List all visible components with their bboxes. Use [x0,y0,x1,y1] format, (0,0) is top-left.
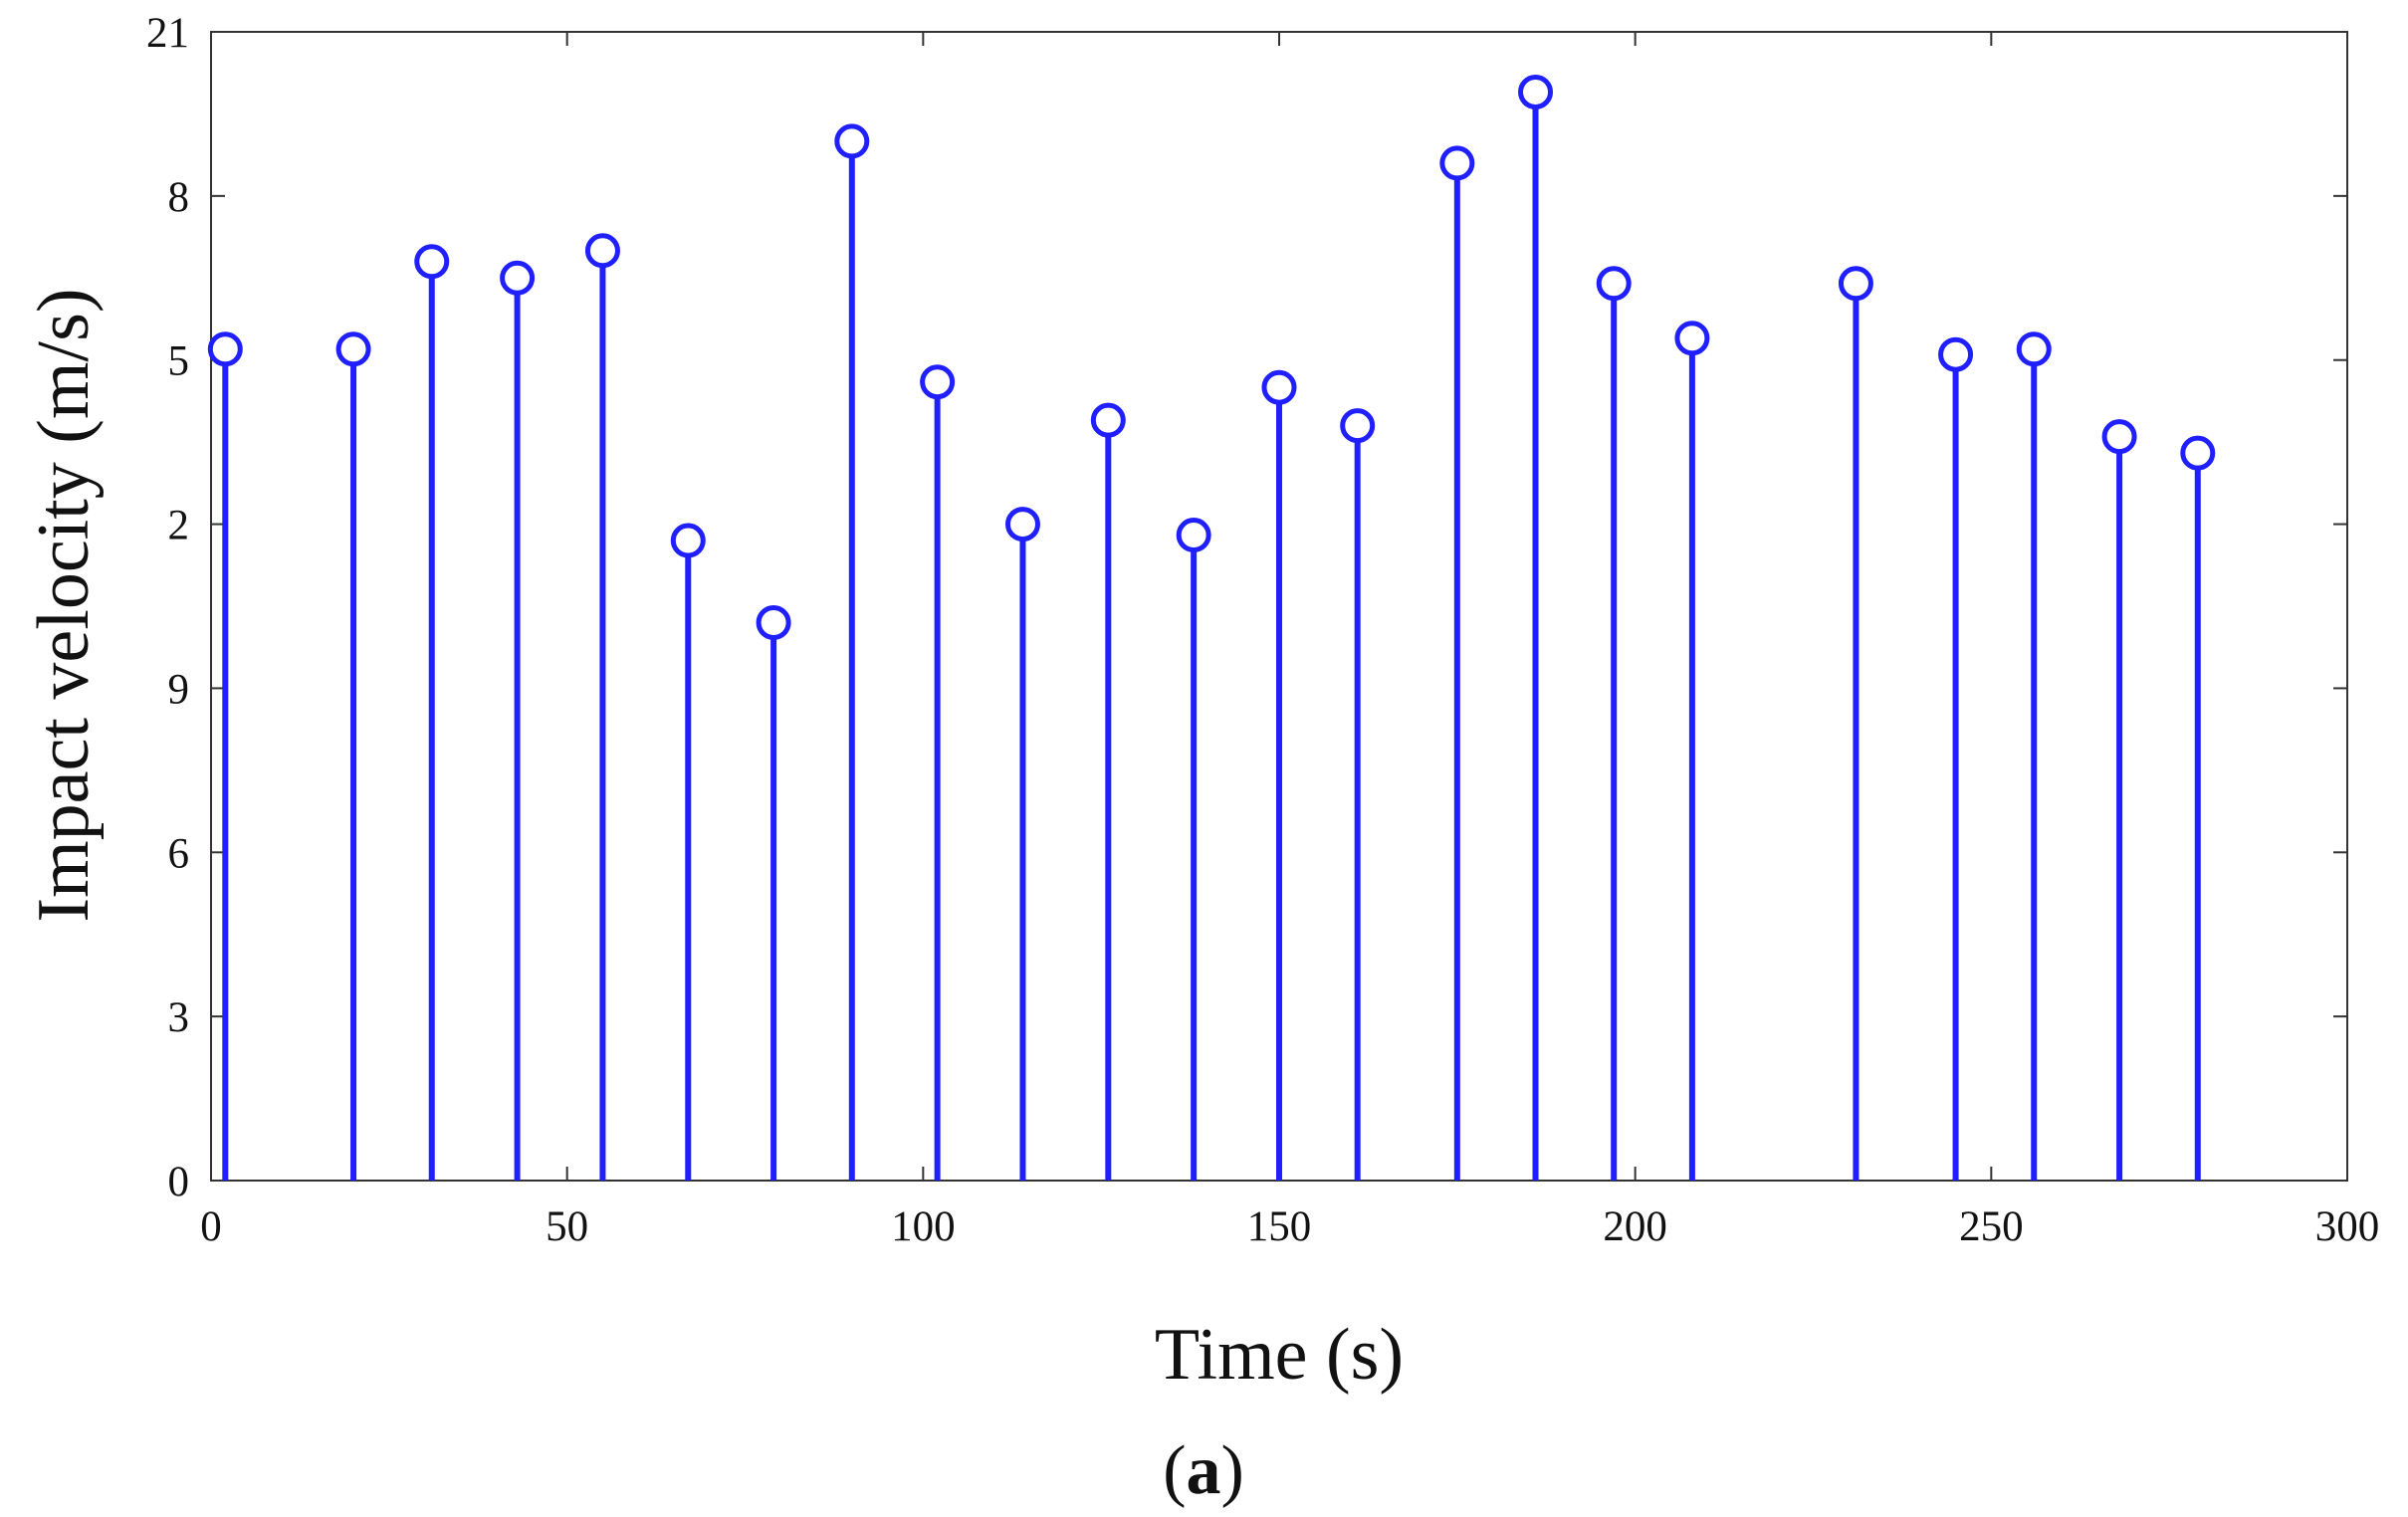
stem-point [2180,435,2216,1181]
stem-marker [1176,518,1211,553]
stem-marker [920,364,956,400]
stem-marker [207,331,243,367]
stem-marker [1090,402,1126,438]
stem-point [1090,402,1126,1181]
stem-marker [1340,408,1376,444]
stem-point [207,331,243,1181]
stem-point [920,364,956,1181]
y-tick-label: 2 [168,503,190,549]
stem-point [1004,507,1040,1181]
stem-marker [2180,435,2216,471]
stem-point [756,604,791,1181]
stem-marker [500,260,536,296]
x-ticks: 0 50 100 150 200 250 300 [200,32,2379,1250]
panel-label: (a) [1163,1432,1244,1509]
stem-point [1938,336,1974,1181]
stem-marker [1439,145,1475,181]
y-axis-title: Impact velocity (m/s) [23,288,105,922]
y-tick-label: 9 [168,666,190,713]
stem-point [500,260,536,1181]
x-axis-title: Time (s) [1155,1314,1404,1396]
stem-series [207,74,2216,1181]
stem-marker [670,523,706,558]
y-tick-label: 0 [168,1159,190,1205]
x-tick-label: 250 [1959,1203,2024,1250]
stem-marker [1518,74,1554,109]
panel-label-close: ) [1221,1432,1244,1509]
y-tick-label: 21 [146,10,189,57]
stem-point [834,123,870,1181]
stem-point [335,331,371,1181]
panel-label-letter: a [1187,1432,1221,1509]
y-tick-label: 3 [168,994,190,1041]
y-tick-label: 8 [168,174,190,221]
stem-point [2016,331,2052,1181]
stem-marker [1838,266,1873,302]
x-tick-label: 300 [2315,1203,2380,1250]
y-ticks: 0 3 6 9 2 5 8 21 [146,10,2347,1205]
stem-point [1176,518,1211,1181]
x-tick-label: 0 [200,1203,222,1250]
stem-point [584,233,620,1181]
x-tick-label: 100 [891,1203,956,1250]
x-tick-label: 50 [546,1203,588,1250]
stem-point [1439,145,1475,1181]
stem-marker [1596,266,1632,302]
stem-marker [834,123,870,159]
stem-point [1261,369,1297,1181]
stem-marker [2101,419,2137,455]
stem-marker [1938,336,1974,372]
y-tick-label: 6 [168,830,190,877]
stem-marker [414,244,450,280]
stem-marker [335,331,371,367]
stem-marker [1261,369,1297,405]
stem-point [1340,408,1376,1181]
stem-point [1596,266,1632,1181]
stem-point [414,244,450,1181]
y-tick-label: 5 [168,338,190,385]
x-tick-label: 200 [1603,1203,1667,1250]
stem-point [1674,321,1710,1181]
stem-point [1838,266,1873,1181]
stem-marker [2016,331,2052,367]
stem-marker [756,604,791,640]
stem-point [670,523,706,1181]
panel-label-open: ( [1163,1432,1186,1509]
stem-marker [1004,507,1040,542]
x-tick-label: 150 [1247,1203,1312,1250]
stem-point [1518,74,1554,1181]
stem-marker [1674,321,1710,356]
stem-marker [584,233,620,269]
stem-point [2101,419,2137,1181]
